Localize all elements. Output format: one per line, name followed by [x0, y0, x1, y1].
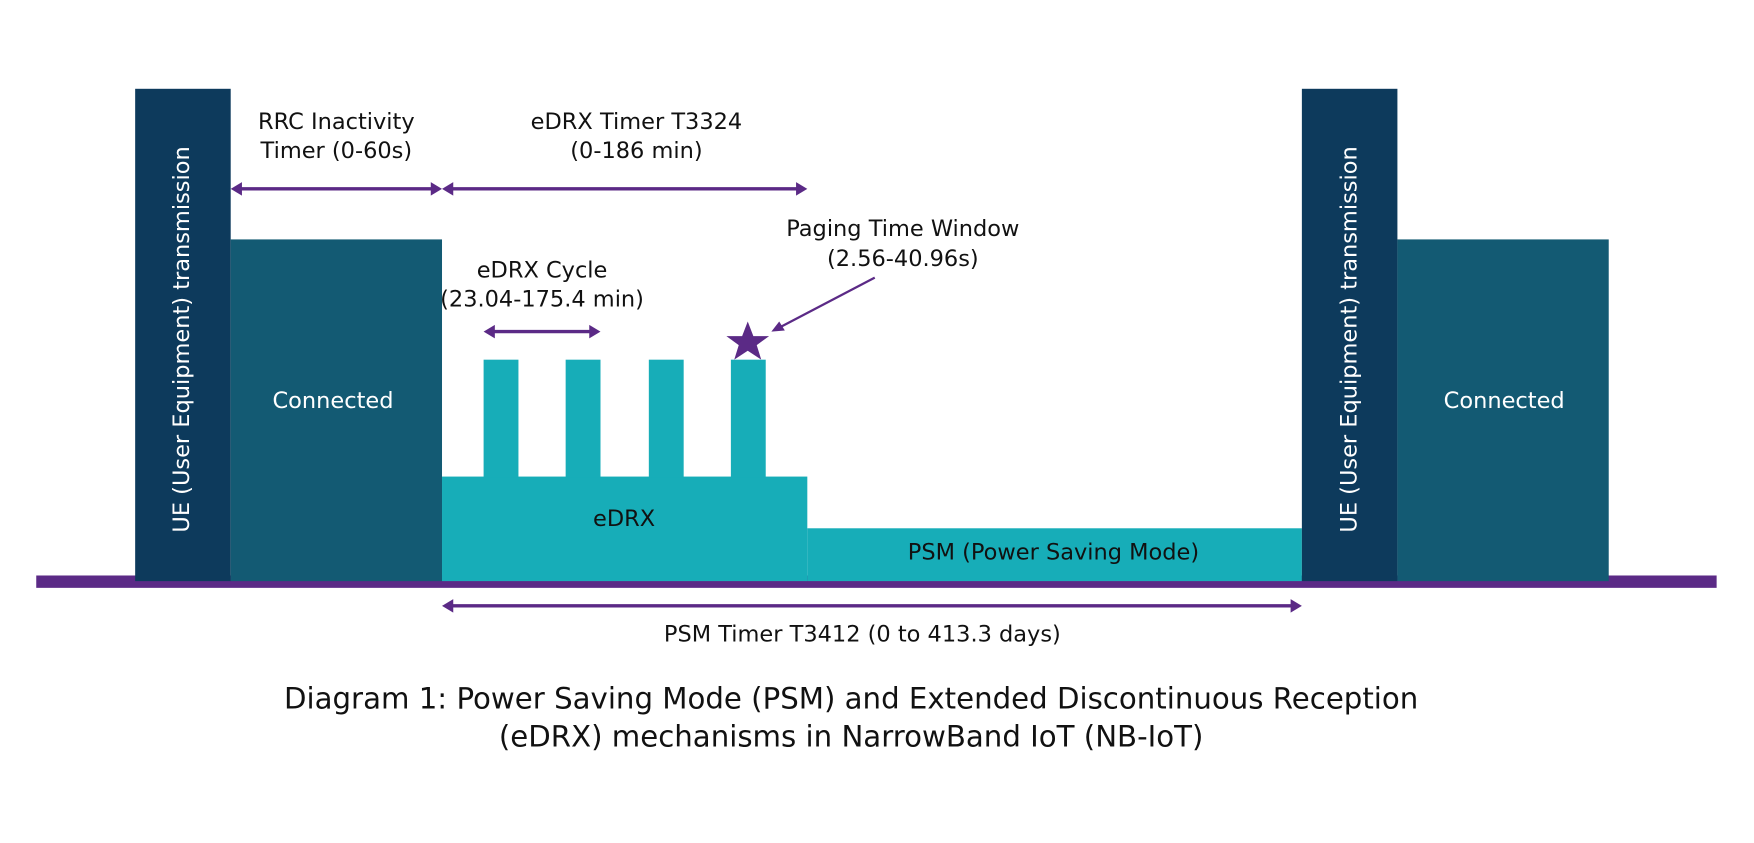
- cycle-label: eDRX Cycle: [477, 257, 608, 283]
- psm-timer-label: PSM Timer T3412 (0 to 413.3 days): [664, 622, 1061, 648]
- psm-block: [807, 528, 1302, 582]
- ue-label: UE (User Equipment) transmission: [1337, 146, 1363, 532]
- edrx-label: eDRX: [593, 506, 655, 532]
- edrx-timer-label: eDRX Timer T3324: [531, 109, 743, 135]
- paging-label: (2.56-40.96s): [827, 246, 979, 272]
- ue-bar-right: [1301, 88, 1398, 582]
- edrx-block: [442, 359, 808, 582]
- connected-label: Connected: [1444, 388, 1565, 414]
- cycle-label: (23.04-175.4 min): [440, 287, 644, 313]
- caption: Diagram 1: Power Saving Mode (PSM) and E…: [284, 681, 1418, 715]
- rrc-label: RRC Inactivity: [258, 109, 415, 135]
- connected-right: [1397, 239, 1609, 582]
- connected-label: Connected: [272, 388, 393, 414]
- ue-bar-left: [135, 88, 231, 582]
- paging-label: Paging Time Window: [786, 216, 1019, 242]
- arrows: [230, 182, 1302, 613]
- psm-label: PSM (Power Saving Mode): [908, 540, 1199, 566]
- ue-label: UE (User Equipment) transmission: [169, 146, 195, 532]
- connected-left: [230, 239, 443, 582]
- caption: (eDRX) mechanisms in NarrowBand IoT (NB-…: [499, 719, 1203, 753]
- edrx-timer-label: (0-186 min): [570, 138, 702, 164]
- rrc-label: Timer (0-60s): [260, 138, 413, 164]
